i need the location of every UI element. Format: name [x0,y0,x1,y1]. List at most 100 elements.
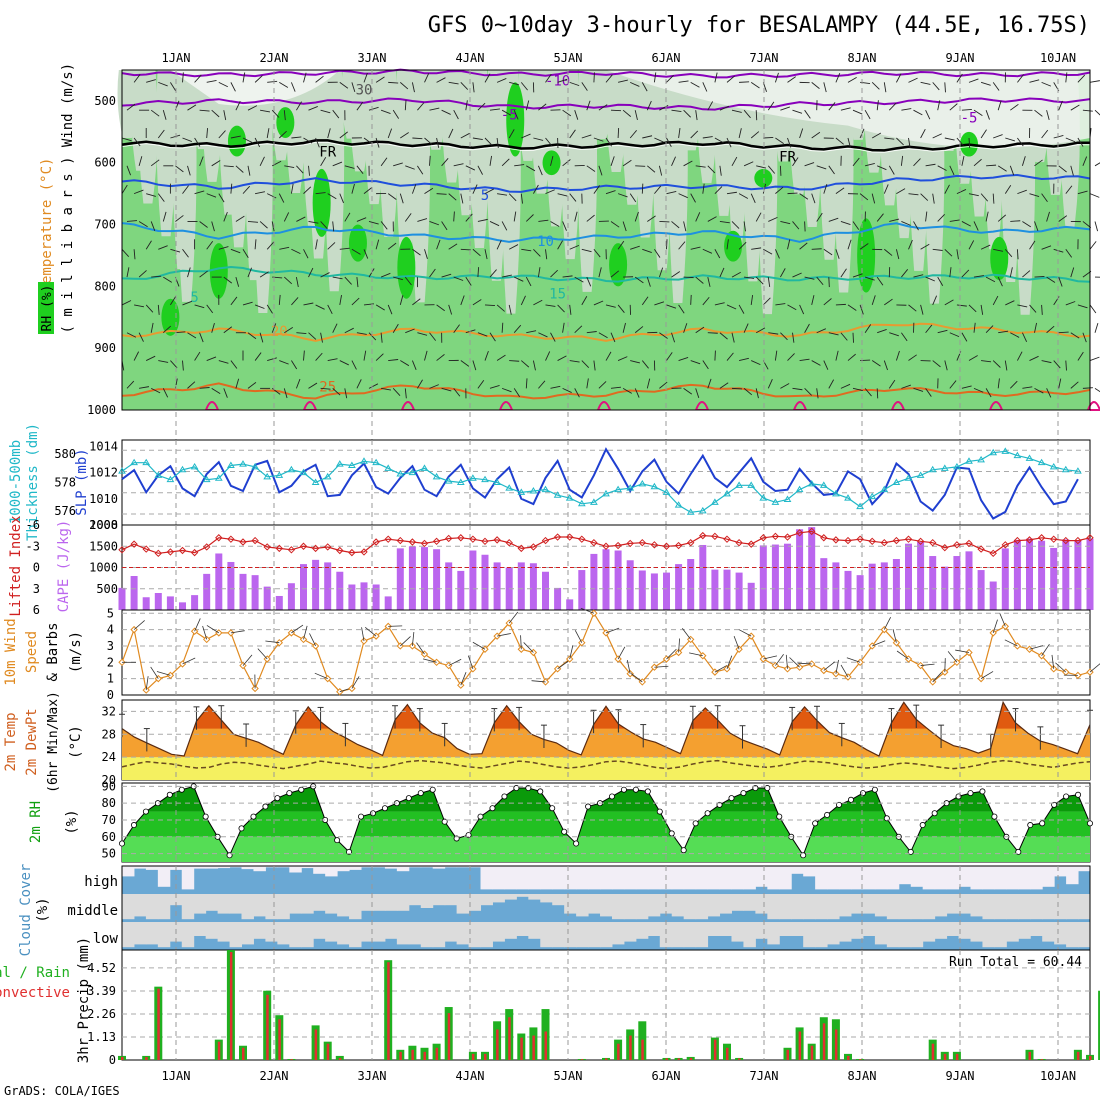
cloud-middle-gap [935,894,947,916]
thickness-label-1: 1000-500mb [8,440,24,524]
cape-bar [409,546,416,610]
cloud-middle-gap [803,894,815,919]
cape-bar [203,574,210,610]
cloud-low-gap [791,922,803,936]
upper-wind-barb [805,221,806,231]
cloud-middle-gap [624,894,636,919]
cloud-high-gap [504,866,516,889]
isotherm-label-25: 25 [319,379,336,395]
rh-point [813,821,818,826]
cloud-high-gap [899,866,911,884]
cloud-high-gap [815,866,827,889]
cloud-low-gap [1066,922,1078,947]
wind-barb [606,628,619,633]
top-day-label: 3JAN [358,51,387,65]
cloud-middle-gap [887,894,899,919]
upper-axis-wind-label: Wind (m/s) [60,63,76,147]
wind-barb [416,643,424,654]
cloud-low-gap [899,922,911,947]
cloud-low-gap [253,922,265,939]
top-day-label: 7JAN [750,51,779,65]
cape-bar [845,571,852,610]
upper-wind-barb [659,221,669,222]
thickness-tick-label: 580 [54,447,76,461]
slp-line [122,449,1078,518]
upper-wind-barb [877,388,878,398]
cape-bar [881,562,888,610]
cape-bar [869,564,876,610]
bottom-day-label: 1JAN [162,1069,191,1083]
cloud-middle-gap [289,894,301,914]
cloud-high-gap [636,866,648,889]
rh-point [358,814,363,819]
rh-point [920,822,925,827]
precip-convective-bar [278,1019,281,1060]
precip-convective-bar [932,1044,935,1060]
cloud-low-gap [875,922,887,944]
cloud-high-gap [684,866,696,889]
cloud-high-gap [755,866,767,887]
cloud-low-gap [469,922,481,947]
cloud-high-gap [1018,866,1030,889]
cloud-high-gap [803,866,815,876]
wind-barb [365,627,376,636]
isotherm-label-10: 10 [537,234,554,250]
cape-bar [711,570,718,610]
precip-convective-bar [1089,1056,1092,1060]
cloud-high-gap [492,866,504,889]
cloud-middle-gap [218,894,230,914]
cloud-low-gap [528,922,540,939]
cape-bar [1074,540,1081,610]
upper-wind-barb [829,277,830,287]
cloud-middle-gap [564,894,576,914]
cape-bar [808,527,815,610]
cloud-middle-gap [588,894,600,914]
cape-bar [1050,548,1057,610]
wind-frame [122,610,1090,695]
cloud-high-gap [863,866,875,889]
cloud-high-gap [1042,866,1054,887]
cloud-middle-gap [982,894,994,919]
precip-convective-bar [605,1058,608,1060]
cloud-high-gap [720,866,732,889]
rh-point [179,787,184,792]
cloud-middle-gap [1054,894,1066,919]
cloud-high-gap [325,866,337,876]
wind-barb [151,667,159,679]
precip-convective-bar [678,1058,681,1060]
wind-tick-label: 4 [107,623,114,637]
cloud-low-gap [935,922,947,939]
cloud-high-gap [624,866,636,889]
slp-tick-label: 1014 [89,440,118,454]
precip-convective-bar [629,1036,632,1060]
cloud-low-gap [994,922,1006,947]
cape-bar [820,558,827,610]
cape-tick-label: 2000 [89,518,118,532]
top-day-label: 8JAN [848,51,877,65]
precip-convective-bar [787,1050,790,1060]
precip-convective-bar [399,1052,402,1060]
cloud-high-gap [767,866,779,889]
cloud-low-gap [648,922,660,936]
upper-wind-barb [812,249,822,250]
cloud-high-gap [911,866,923,887]
rh-axis-label-2: (%) [64,809,80,834]
isotherm-label-5: 5 [481,188,489,204]
cloud-middle-gap [528,894,540,900]
cape-bar [905,544,912,610]
cloud-high-gap [289,866,301,873]
precip-convective-bar [944,1054,947,1060]
cape-bar [966,551,973,610]
cloud-middle-gap [552,894,564,905]
cloud-middle-gap [206,894,218,911]
upper-wind-barb [763,137,773,138]
cloud-low-gap [720,922,732,936]
cloud-low-gap [600,922,612,947]
wind-tick-label: 2 [107,655,114,669]
precip-convective-bar [472,1054,475,1060]
bottom-day-label: 2JAN [260,1069,289,1083]
rh-saturated-blob [210,243,228,299]
precip-convective-bar [581,1059,584,1060]
bottom-day-label: 6JAN [652,1069,681,1083]
rh-point [550,806,555,811]
